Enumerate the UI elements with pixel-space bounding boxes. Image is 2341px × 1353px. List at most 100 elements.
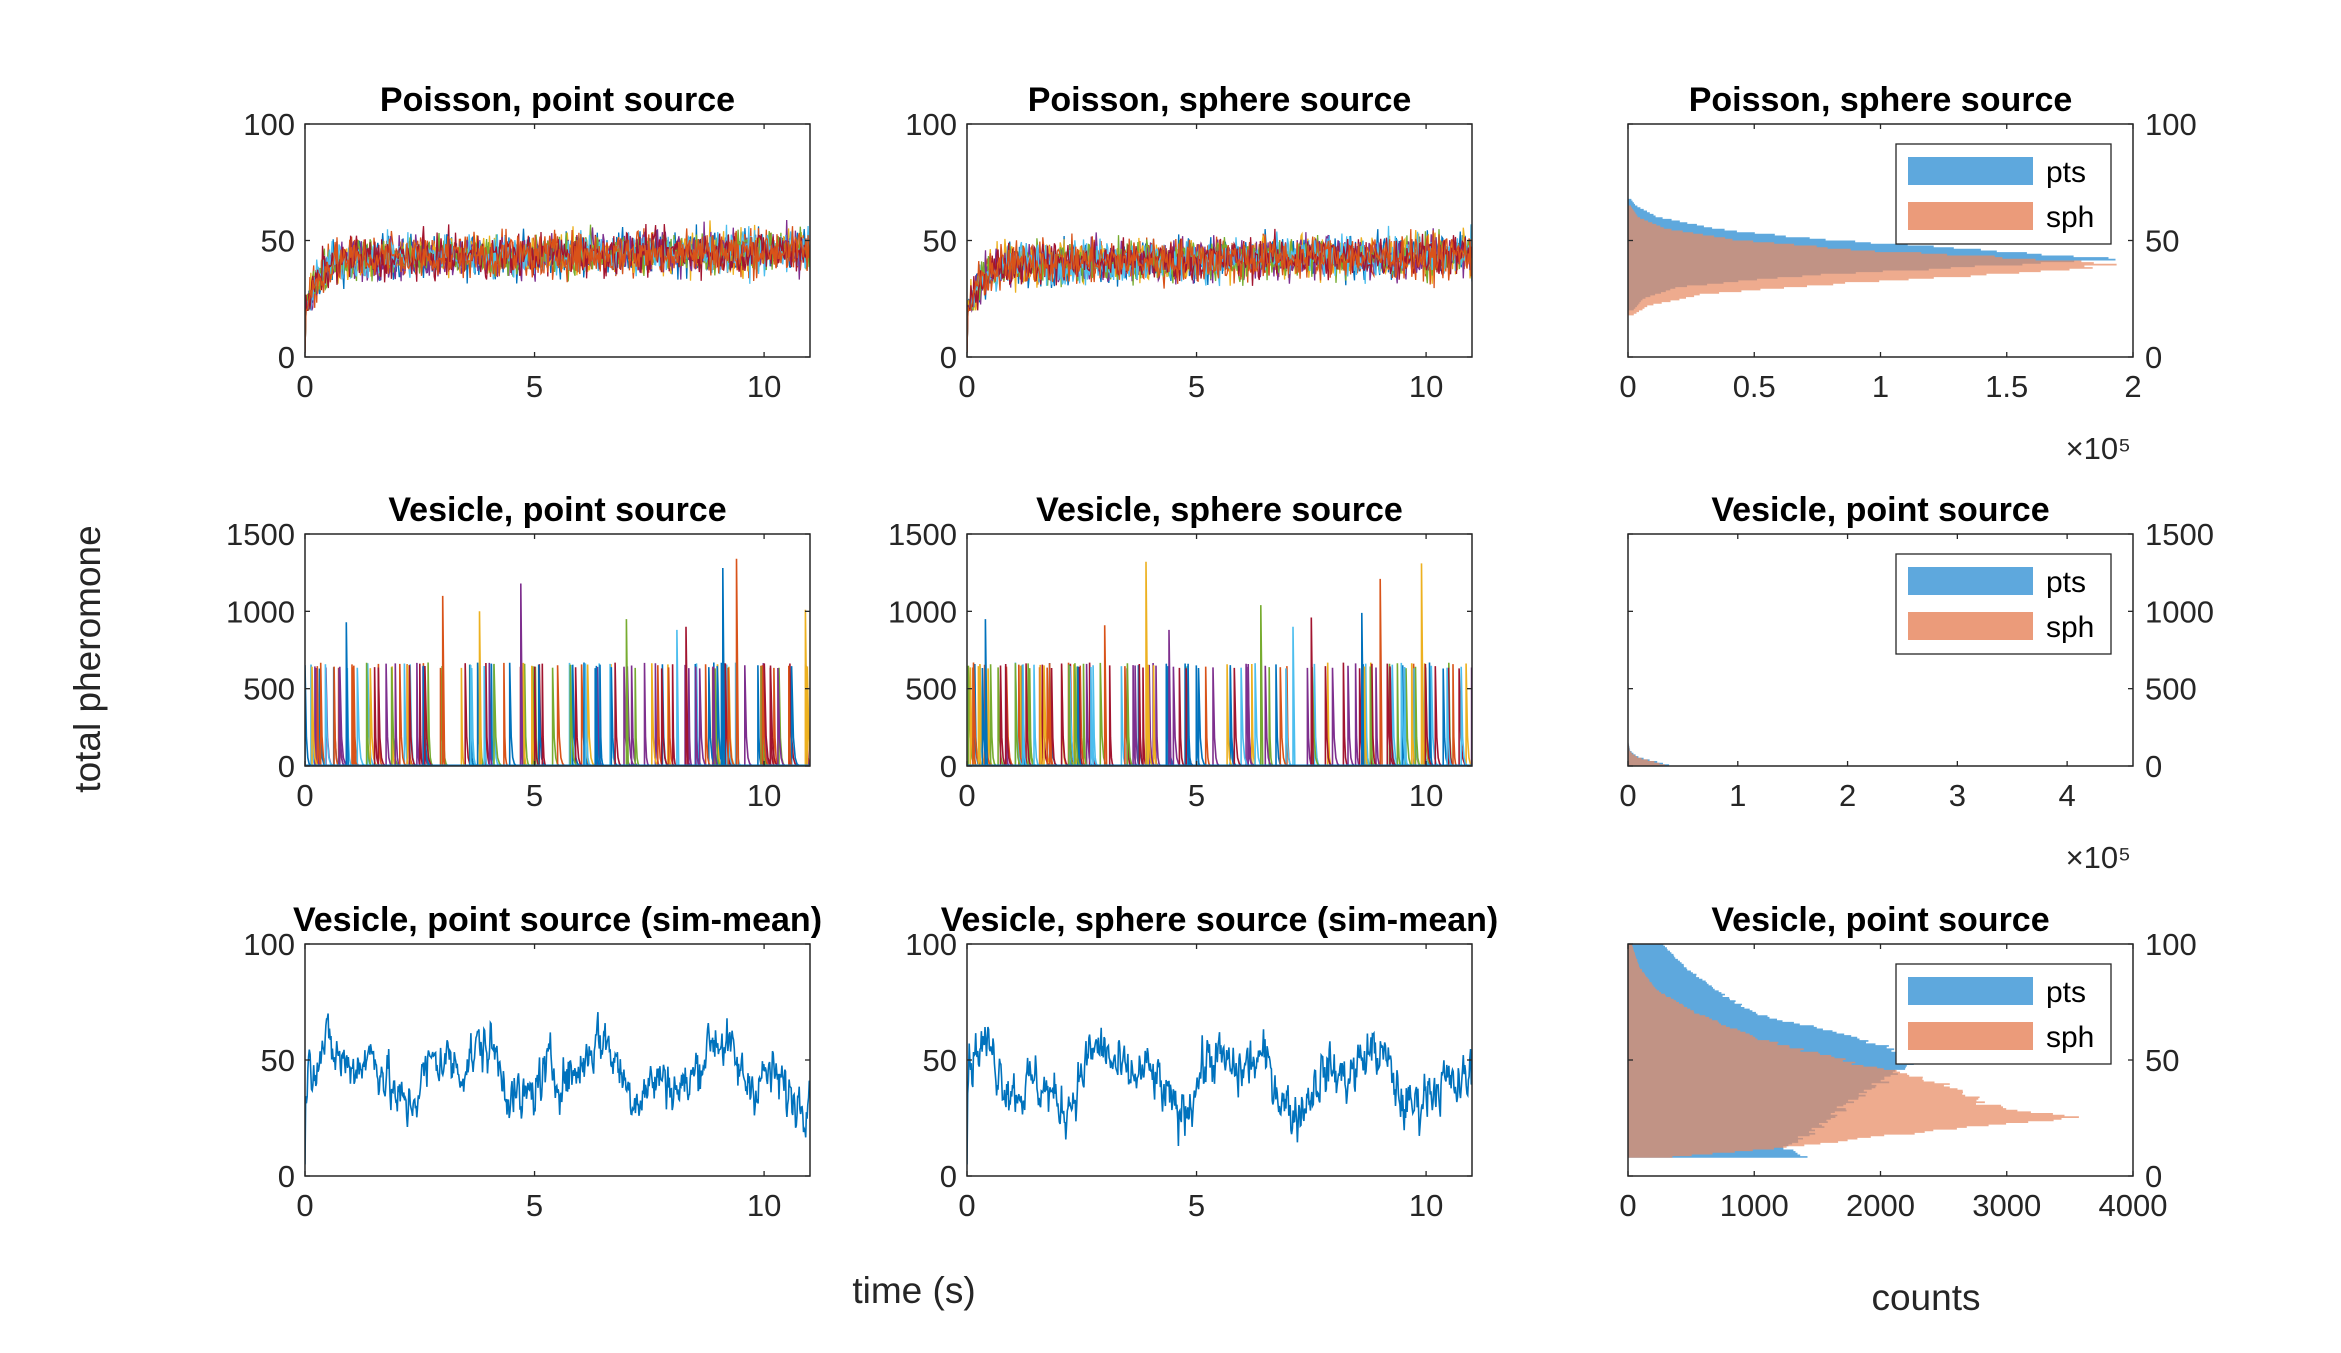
x-tick-label: 0 bbox=[958, 369, 975, 404]
y-tick-label: 500 bbox=[243, 672, 295, 707]
spike bbox=[1108, 665, 1121, 766]
y-tick-label: 50 bbox=[261, 1043, 295, 1078]
axes-box bbox=[1627, 533, 2134, 767]
plot-area bbox=[967, 224, 1472, 353]
plot-area bbox=[1628, 124, 2117, 357]
spike bbox=[541, 663, 553, 766]
plot-area bbox=[1628, 944, 2079, 1176]
legend-swatch-pts bbox=[1908, 977, 2033, 1005]
spike bbox=[1204, 666, 1219, 766]
tall-spike-2 bbox=[1145, 561, 1149, 766]
x-axis-label-counts: counts bbox=[1871, 1277, 1980, 1318]
series-trace-7 bbox=[305, 226, 810, 353]
panel-title: Poisson, sphere source bbox=[1689, 81, 2073, 119]
y-tick-label: 100 bbox=[243, 927, 295, 962]
y-axis-label: total pheromone bbox=[67, 525, 108, 792]
spike bbox=[1460, 666, 1472, 766]
x-tick-label: 5 bbox=[1188, 1188, 1205, 1223]
x-tick-label: 0 bbox=[1619, 778, 1636, 813]
tall-spike-3 bbox=[520, 583, 524, 766]
panel-p6: 0 1 2 3 4 0 500 1000 1500 ×10⁵ Vesicle, point sour… bbox=[1619, 491, 2214, 875]
x-tick-label: 3000 bbox=[1972, 1188, 2041, 1223]
x-tick-label: 2000 bbox=[1846, 1188, 1915, 1223]
spike bbox=[1470, 667, 1472, 766]
legend: pts sph bbox=[1895, 553, 2112, 655]
y-tick-label: 500 bbox=[905, 672, 957, 707]
y-tick-label: 1500 bbox=[226, 517, 295, 552]
x-tick-label: 0 bbox=[296, 1188, 313, 1223]
series-mean-trace bbox=[967, 1026, 1472, 1165]
x-tick-label: 0.5 bbox=[1733, 369, 1776, 404]
axes-box bbox=[304, 533, 811, 767]
y-tick-label: 100 bbox=[243, 107, 295, 142]
plot-area bbox=[305, 219, 810, 353]
spike bbox=[599, 664, 610, 766]
tall-spike-7 bbox=[722, 567, 726, 766]
x-tick-label: 10 bbox=[1409, 1188, 1443, 1223]
x-tick-label: 1.5 bbox=[1985, 369, 2028, 404]
x-tick-label: 1 bbox=[1729, 778, 1746, 813]
x-tick-label: 5 bbox=[526, 778, 543, 813]
legend-label-pts: pts bbox=[2046, 566, 2086, 599]
plot-area bbox=[305, 558, 810, 766]
x-tick-label: 2 bbox=[2124, 369, 2141, 404]
x-tick-label: 1 bbox=[1872, 369, 1889, 404]
tall-spike-5 bbox=[1292, 626, 1296, 766]
y-tick-label: 50 bbox=[2145, 1043, 2179, 1078]
tall-spike-8 bbox=[1379, 578, 1383, 766]
axes-box bbox=[966, 943, 1473, 1177]
x-tick-label: 5 bbox=[526, 369, 543, 404]
x-tick-label: 1000 bbox=[1720, 1188, 1789, 1223]
plot-area bbox=[967, 561, 1472, 766]
x-tick-label: 10 bbox=[747, 778, 781, 813]
legend-label-sph: sph bbox=[2046, 611, 2094, 644]
axes-box bbox=[966, 533, 1473, 767]
y-tick-label: 1000 bbox=[2145, 594, 2214, 629]
y-tick-label: 50 bbox=[261, 224, 295, 259]
y-tick-label: 0 bbox=[2145, 1159, 2162, 1194]
y-tick-label: 100 bbox=[905, 927, 957, 962]
x-axis-label-time: time (s) bbox=[852, 1270, 975, 1311]
legend-swatch-pts bbox=[1908, 567, 2033, 595]
tall-spike-9 bbox=[804, 609, 808, 766]
tall-spike-4 bbox=[1260, 605, 1264, 766]
y-tick-label: 0 bbox=[940, 340, 957, 375]
x-tick-label: 0 bbox=[1619, 1188, 1636, 1223]
tall-spike-7 bbox=[1361, 612, 1365, 766]
x-tick-label: 3 bbox=[1949, 778, 1966, 813]
histogram-pts bbox=[1628, 534, 1670, 766]
histogram-sph bbox=[1628, 534, 1665, 766]
legend: pts sph bbox=[1895, 963, 2112, 1065]
y-tick-label: 500 bbox=[2145, 672, 2197, 707]
spike bbox=[806, 666, 810, 766]
tall-spike-4 bbox=[625, 619, 629, 766]
y-tick-label: 100 bbox=[2145, 927, 2197, 962]
x-exponent-label: ×10⁵ bbox=[2066, 431, 2131, 466]
y-tick-label: 0 bbox=[940, 749, 957, 784]
legend: pts sph bbox=[1895, 143, 2112, 245]
series-trace-7 bbox=[967, 229, 1472, 353]
y-tick-label: 50 bbox=[923, 1043, 957, 1078]
y-tick-label: 50 bbox=[2145, 224, 2179, 259]
x-tick-label: 0 bbox=[1619, 369, 1636, 404]
plot-area bbox=[967, 1026, 1472, 1165]
legend-label-pts: pts bbox=[2046, 976, 2086, 1009]
x-tick-label: 2 bbox=[1839, 778, 1856, 813]
tall-spike-3 bbox=[1168, 629, 1172, 766]
legend-label-pts: pts bbox=[2046, 156, 2086, 189]
y-tick-label: 0 bbox=[2145, 749, 2162, 784]
plot-area bbox=[305, 1012, 810, 1165]
legend-label-sph: sph bbox=[2046, 201, 2094, 234]
tall-spike-6 bbox=[1310, 617, 1314, 766]
x-tick-label: 10 bbox=[747, 369, 781, 404]
x-tick-label: 4 bbox=[2059, 778, 2076, 813]
legend-label-sph: sph bbox=[2046, 1021, 2094, 1054]
panel-title: Poisson, point source bbox=[380, 81, 735, 119]
tall-spike-0 bbox=[984, 619, 988, 766]
